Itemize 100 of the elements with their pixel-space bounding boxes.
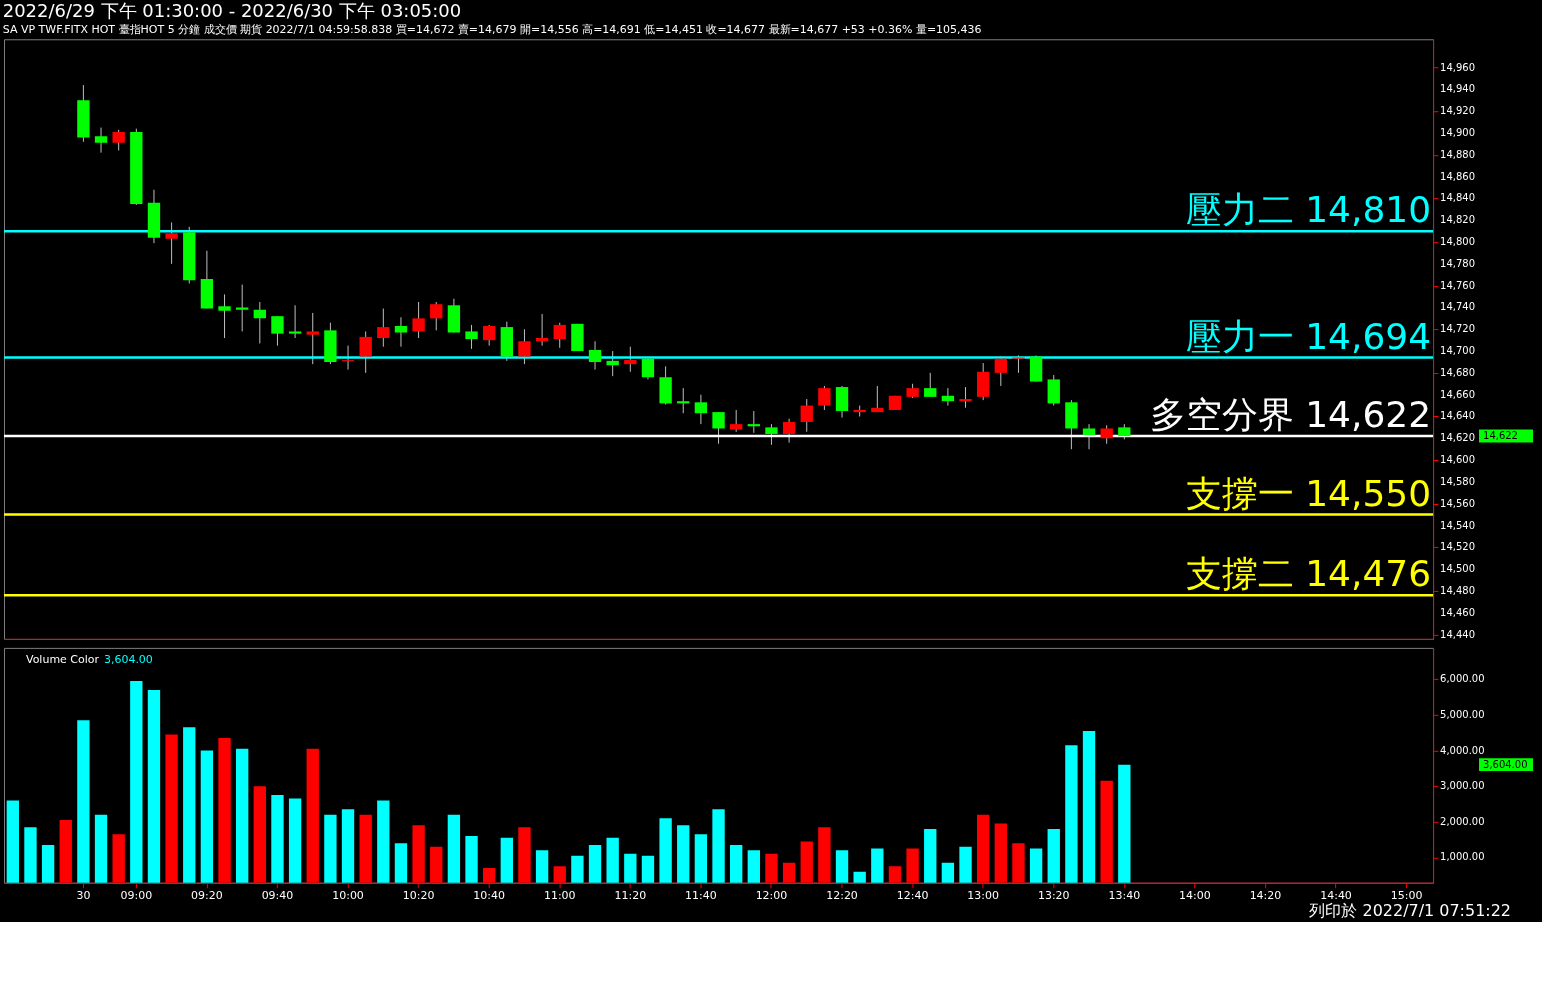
candlestick bbox=[412, 301, 425, 339]
x-tick-label: 10:20 bbox=[402, 889, 435, 903]
x-tick-label: 11:40 bbox=[685, 889, 717, 903]
candlestick bbox=[730, 409, 743, 433]
y-tick-label: 14,860 bbox=[1440, 170, 1475, 182]
candlestick bbox=[377, 308, 390, 348]
y-tick-label: 14,460 bbox=[1440, 606, 1475, 618]
candlestick bbox=[1100, 424, 1113, 445]
candlestick bbox=[535, 313, 549, 347]
candlestick bbox=[959, 386, 972, 409]
candlestick bbox=[112, 129, 125, 151]
candlestick bbox=[430, 301, 443, 331]
x-tick-label: 13:40 bbox=[1108, 889, 1141, 903]
y-tick-label: 14,480 bbox=[1440, 584, 1475, 596]
y-tick-label: 14,760 bbox=[1440, 279, 1475, 291]
x-tick-label: 10:00 bbox=[332, 889, 364, 903]
y-tick-label: 1,000.00 bbox=[1440, 851, 1485, 863]
x-tick-label: 09:40 bbox=[261, 889, 294, 903]
y-tick-label: 14,640 bbox=[1440, 410, 1475, 422]
x-tick-label: 09:20 bbox=[191, 889, 223, 903]
x-tick-label: 14:00 bbox=[1179, 889, 1211, 903]
x-tick-label: 13:20 bbox=[1037, 889, 1070, 903]
candlestick bbox=[218, 293, 231, 339]
candlestick bbox=[712, 411, 725, 445]
x-tick-label: 12:40 bbox=[896, 889, 929, 903]
x-tick-label: 14:20 bbox=[1249, 889, 1282, 903]
x-tick-label: 12:20 bbox=[826, 889, 858, 903]
candlestick bbox=[994, 356, 1007, 387]
candlestick bbox=[341, 345, 355, 371]
y-tick-label: 3,000.00 bbox=[1440, 780, 1485, 792]
text: 列印於 2022/7/1 07:51:22 bbox=[1309, 900, 1512, 920]
candlestick bbox=[818, 385, 831, 411]
y-tick-label: 14,440 bbox=[1440, 628, 1475, 640]
candlestick bbox=[483, 324, 496, 347]
ref-line-label: 多空分界 14,622 bbox=[1149, 394, 1432, 436]
candlestick bbox=[236, 284, 249, 332]
candlestick bbox=[518, 328, 531, 365]
x-tick-label: 09:00 bbox=[120, 889, 153, 903]
candlestick bbox=[694, 394, 708, 425]
x-tick-label: 13:00 bbox=[967, 889, 1000, 903]
x-tick-label: 11:20 bbox=[614, 889, 647, 903]
y-tick-label: 14,580 bbox=[1440, 475, 1475, 487]
ref-line-label: 支撐一 14,550 bbox=[1185, 472, 1432, 514]
y-tick-label: 14,920 bbox=[1440, 105, 1475, 117]
x-tick-label: 12:00 bbox=[755, 889, 788, 903]
candlestick bbox=[782, 418, 796, 444]
y-tick-label: 14,560 bbox=[1440, 497, 1475, 509]
x-tick-label: 10:40 bbox=[473, 889, 506, 903]
ref-line-label: 壓力二 14,810 bbox=[1185, 189, 1432, 231]
y-tick-label: 14,880 bbox=[1440, 148, 1475, 160]
y-tick-label: 14,680 bbox=[1440, 366, 1475, 378]
y-tick-label: 14,960 bbox=[1440, 61, 1475, 73]
y-tick-label: 14,660 bbox=[1440, 388, 1475, 400]
candlestick bbox=[94, 127, 108, 154]
chart-title: 2022/6/29 下午 01:30:00 - 2022/6/30 下午 03:05:00 bbox=[2, 0, 462, 22]
y-tick-label: 4,000.00 bbox=[1440, 744, 1485, 756]
candlestick bbox=[941, 387, 955, 407]
y-tick-label: 14,540 bbox=[1440, 519, 1475, 531]
annotation: 3,604.00 bbox=[103, 652, 153, 666]
y-tick-label: 14,940 bbox=[1440, 83, 1475, 95]
y-tick-label: 14,900 bbox=[1440, 127, 1475, 139]
y-tick-label: 14,720 bbox=[1440, 323, 1475, 335]
candlestick bbox=[359, 330, 372, 374]
x-tick-label: 30 bbox=[76, 889, 91, 903]
candlestick bbox=[1082, 423, 1096, 450]
candlestick bbox=[553, 322, 566, 349]
text: Volume Color bbox=[25, 652, 100, 666]
y-tick-label: 14,840 bbox=[1440, 192, 1475, 204]
ref-line-label: 支撐二 14,476 bbox=[1185, 553, 1432, 595]
candlestick bbox=[1047, 374, 1060, 407]
y-tick-label: 14,700 bbox=[1440, 345, 1475, 357]
y-tick-label: 5,000.00 bbox=[1440, 708, 1485, 720]
chart-subtitle: SA VP TWF.FITX HOT 臺指HOT 5 分鐘 成交價 期貨 2022/7/1 04:59:58.838 買=14,672 賣=14,679 開=14,556 高=14,691 低=14,451 收=14,677 最新=14,677 +53 +0.36% 量=105,436 bbox=[2, 23, 982, 37]
y-tick-label: 14,820 bbox=[1440, 214, 1475, 226]
y-tick-label: 14,500 bbox=[1440, 563, 1475, 575]
y-tick-label: 6,000.00 bbox=[1440, 673, 1485, 685]
y-tick-label: 14,620 bbox=[1440, 432, 1475, 444]
candlestick bbox=[165, 221, 178, 265]
y-tick-label: 14,800 bbox=[1440, 236, 1475, 248]
candlestick bbox=[765, 423, 778, 446]
ref-line-label: 壓力一 14,694 bbox=[1185, 315, 1432, 357]
candlestick bbox=[924, 372, 937, 398]
text: 14,622 bbox=[1483, 430, 1518, 442]
candlestick bbox=[588, 340, 602, 371]
y-tick-label: 2,000.00 bbox=[1440, 815, 1485, 827]
candlestick bbox=[800, 398, 813, 433]
candlestick bbox=[306, 312, 319, 365]
text: 3,604.00 bbox=[1483, 758, 1528, 770]
candlestick bbox=[394, 316, 408, 348]
candlestick bbox=[288, 304, 302, 339]
y-tick-label: 14,740 bbox=[1440, 301, 1475, 313]
candlestick bbox=[835, 385, 849, 419]
y-tick-label: 14,780 bbox=[1440, 257, 1475, 269]
y-tick-label: 14,520 bbox=[1440, 541, 1475, 553]
x-tick-label: 14:40 bbox=[1320, 889, 1352, 903]
x-tick-label: 15:00 bbox=[1390, 889, 1423, 903]
y-tick-label: 14,600 bbox=[1440, 454, 1475, 466]
candlestick bbox=[465, 324, 478, 350]
candlestick bbox=[271, 315, 284, 347]
x-tick-label: 11:00 bbox=[543, 889, 576, 903]
